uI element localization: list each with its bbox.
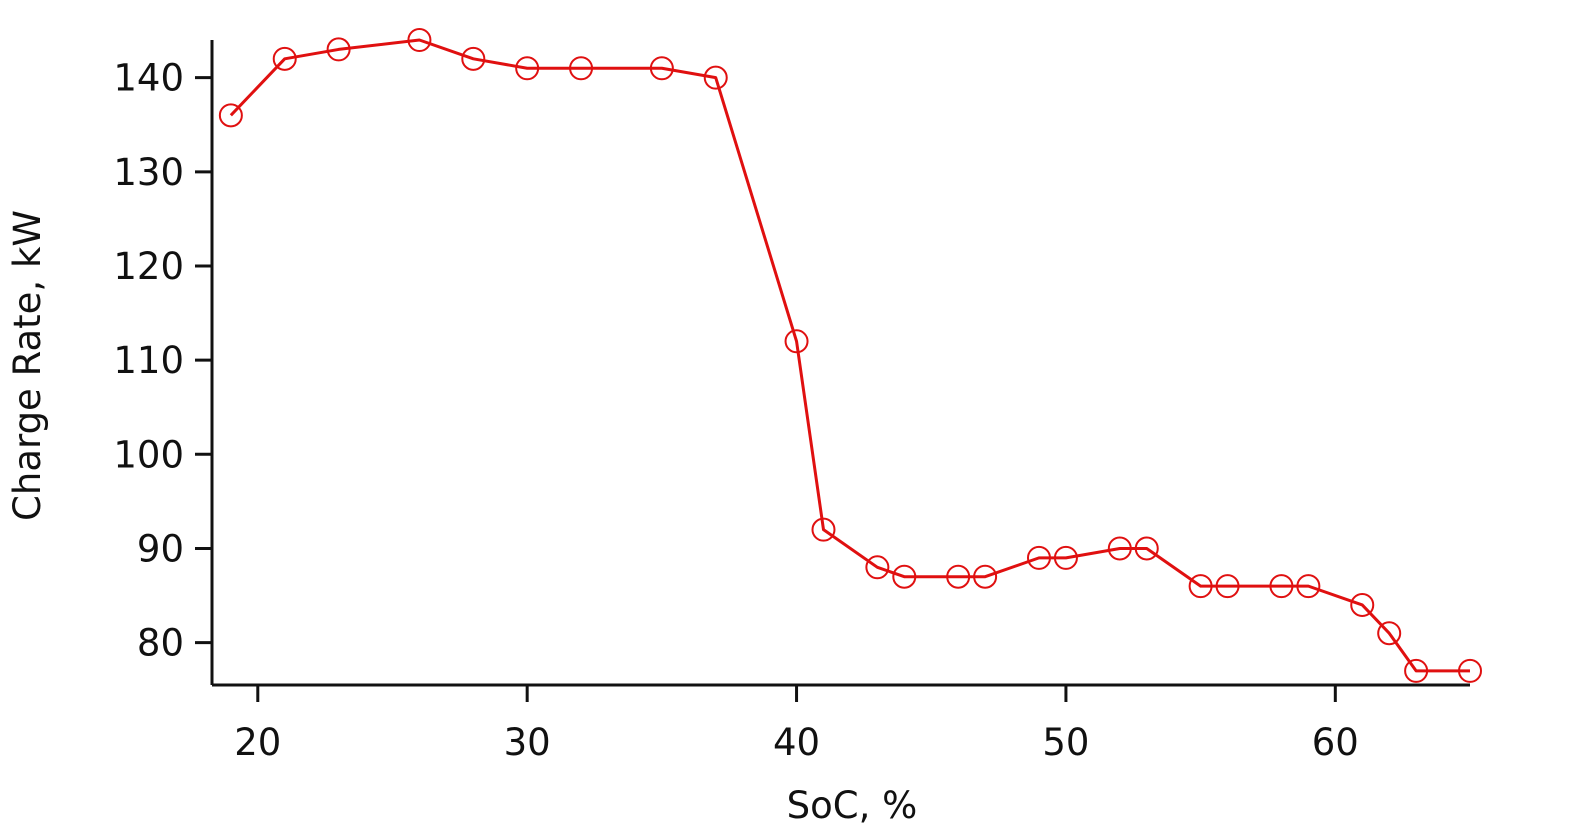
series-line [229,38,1470,673]
data-point [515,56,540,81]
data-point [892,564,917,589]
data-point [1188,574,1213,599]
data-point [569,56,594,81]
data-point [407,28,432,52]
data-point [272,46,297,71]
data-point [703,65,728,90]
data-point [1404,658,1429,683]
data-point [811,517,836,542]
data-point [784,329,809,354]
data-point [946,564,971,589]
data-point [1134,536,1159,561]
y-axis: 80 90 100 110 120 130 140 [113,40,214,685]
data-point [1026,545,1051,570]
data-point [1458,658,1482,683]
x-tick-label: 20 [234,721,281,764]
data-point [1053,545,1078,570]
data-point [461,46,486,71]
data-point [326,37,351,62]
data-point [1350,592,1375,617]
y-tick-label: 130 [113,151,184,194]
y-tick-label: 90 [137,527,184,570]
y-tick-label: 110 [113,339,184,382]
y-axis-title: Charge Rate, kW [6,210,49,521]
x-tick-label: 50 [1042,721,1089,764]
data-point [1269,574,1294,599]
data-point [1296,574,1321,599]
data-point [649,56,674,81]
y-tick-label: 100 [113,433,184,476]
data-point [218,103,243,128]
data-point [1377,621,1402,646]
x-axis: 20 30 40 50 60 [212,683,1470,764]
x-tick-label: 40 [773,721,820,764]
data-point [1107,536,1132,561]
y-tick-label: 120 [113,245,184,288]
series-layer [218,28,1482,683]
x-tick-label: 60 [1312,721,1359,764]
data-point [973,564,998,589]
data-point [865,555,890,580]
y-tick-label: 140 [113,57,184,100]
y-tick-label: 80 [137,622,184,665]
data-point [1215,574,1240,599]
x-tick-label: 30 [504,721,551,764]
x-axis-title: SoC, % [787,784,918,827]
